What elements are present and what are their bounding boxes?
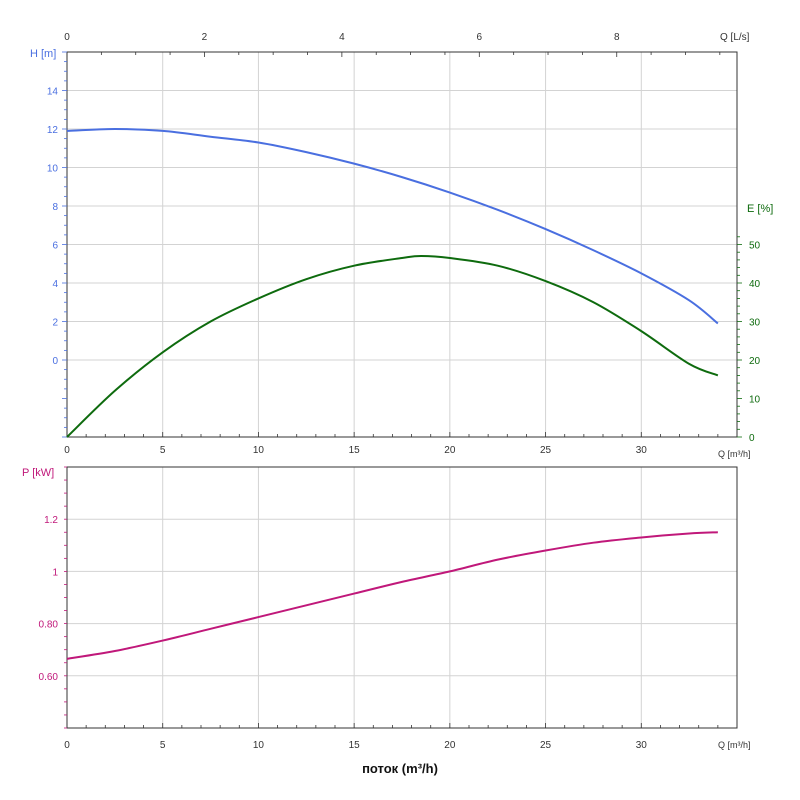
x-tick-label: 5 (160, 740, 166, 751)
x-tick-label: 25 (540, 445, 552, 456)
head-tick-label: 12 (47, 125, 59, 136)
power-curve (66, 531, 718, 660)
x-tick-label: 10 (253, 740, 265, 751)
efficiency-tick-label: 20 (749, 356, 761, 367)
head-tick-label: 8 (52, 202, 58, 213)
efficiency-tick-label: 30 (749, 318, 761, 329)
x-tick-label: 20 (444, 740, 456, 751)
top-x-tick-label: 4 (339, 32, 345, 43)
power-tick-label: 0.60 (39, 672, 59, 683)
x-tick-label: 30 (636, 445, 648, 456)
power-tick-label: 0.80 (39, 620, 59, 631)
head-tick-label: 2 (52, 318, 58, 329)
power-panel: 0 5 10 15 20 25 30 0.60 0.80 1 1.2 P [kW] Q [m³/h] (22, 466, 751, 751)
power-axis-label: P [kW] (22, 467, 54, 479)
flow-m3h-axis-label-top-panel: Q [m³/h] (718, 449, 751, 459)
x-tick-label: 20 (444, 445, 456, 456)
power-lines (66, 531, 718, 660)
efficiency-curve (66, 255, 719, 438)
x-tick-label: 10 (253, 445, 265, 456)
power-tick-label: 1 (52, 567, 58, 578)
head-efficiency-ticks: 0 5 10 15 20 25 30 0 2 4 6 8 0 2 4 6 8 10 12 14 0 10 20 30 40 50 (47, 32, 761, 456)
x-tick-label: 15 (349, 445, 361, 456)
head-tick-label: 6 (52, 241, 58, 252)
head-tick-label: 0 (52, 356, 58, 367)
head-efficiency-grid (67, 52, 737, 437)
flow-m3h-axis-label-bottom-panel: Q [m³/h] (718, 740, 751, 750)
head-efficiency-lines (66, 127, 719, 438)
x-tick-label: 0 (64, 740, 70, 751)
head-tick-label: 10 (47, 164, 59, 175)
x-tick-label: 0 (64, 445, 70, 456)
efficiency-tick-label: 10 (749, 395, 761, 406)
top-x-tick-label: 6 (477, 32, 483, 43)
head-curve (66, 127, 719, 325)
efficiency-tick-label: 40 (749, 279, 761, 290)
power-tick-label: 1.2 (44, 515, 58, 526)
x-tick-label: 5 (160, 445, 166, 456)
power-ticks: 0 5 10 15 20 25 30 0.60 0.80 1 1.2 (39, 466, 719, 751)
head-tick-label: 14 (47, 87, 59, 98)
top-x-tick-label: 2 (202, 32, 208, 43)
flow-footer-label: поток (m³/h) (362, 761, 438, 776)
power-grid (67, 467, 737, 728)
efficiency-tick-label: 50 (749, 241, 761, 252)
head-efficiency-panel: 0 5 10 15 20 25 300 2 4 6 80246810121401020304050 … (30, 32, 773, 459)
top-x-tick-label: 8 (614, 32, 620, 43)
head-tick-label: 4 (52, 279, 58, 290)
top-x-tick-label: 0 (64, 32, 70, 43)
x-tick-label: 25 (540, 740, 552, 751)
x-tick-label: 15 (349, 740, 361, 751)
efficiency-tick-label: 0 (749, 433, 755, 444)
x-tick-label: 30 (636, 740, 648, 751)
power-frame (66, 466, 738, 729)
efficiency-axis-label: E [%] (747, 203, 773, 215)
flow-ls-axis-label: Q [L/s] (720, 32, 750, 43)
head-axis-label: H [m] (30, 48, 56, 60)
